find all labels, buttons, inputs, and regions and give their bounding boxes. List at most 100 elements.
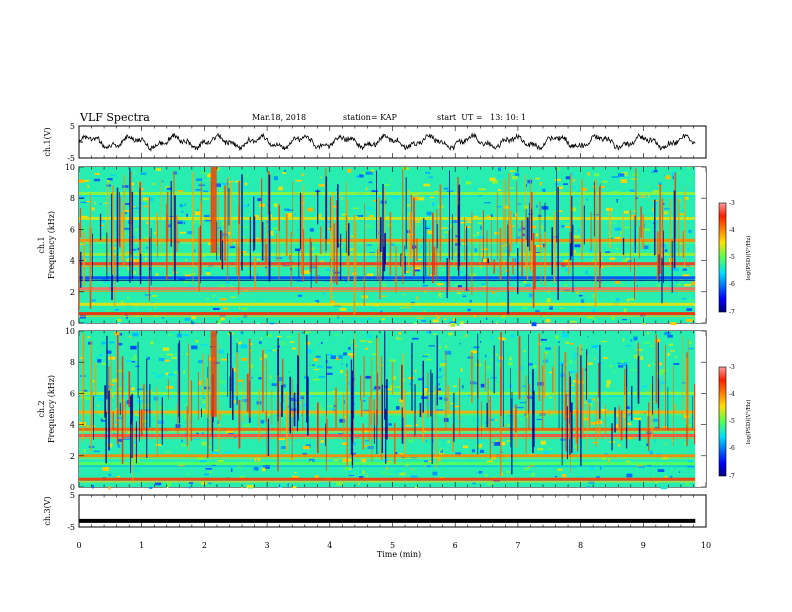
spectrogram-cell: [145, 256, 147, 261]
spectrogram-cell: [258, 377, 262, 380]
spectrogram-impulse: [190, 380, 193, 441]
spectrogram-cell: [635, 197, 638, 199]
spectrogram-impulse: [200, 203, 202, 244]
spectrogram-cell: [188, 285, 194, 290]
spectrogram-cell: [365, 440, 369, 442]
spectrogram-empty-region: [695, 167, 706, 323]
spectrogram-cell: [623, 210, 629, 214]
spectrogram-cell: [649, 450, 653, 455]
spectrogram-cell: [558, 341, 560, 343]
spectrogram-cell: [506, 440, 511, 443]
spectrogram-impulse: [640, 206, 642, 238]
spectrogram-cell: [596, 476, 600, 480]
spectrogram-cell: [605, 251, 611, 254]
spectrogram-cell: [569, 343, 574, 345]
spectrogram-impulse: [276, 233, 277, 262]
spectrogram-cell: [219, 380, 226, 384]
spectrogram-cell: [130, 345, 137, 350]
spectrogram-cell: [367, 446, 374, 450]
spectrogram-cell: [147, 356, 150, 360]
spectrogram-cell: [215, 167, 220, 171]
spectrogram-impulse: [499, 228, 502, 280]
spectrogram-cell: [647, 391, 649, 393]
spectrogram-cell: [482, 258, 490, 262]
spectrogram-impulse: [614, 407, 616, 433]
spectrogram-cell: [625, 257, 630, 262]
spectrogram-cell: [401, 457, 405, 459]
spectrogram-cell: [102, 364, 108, 367]
spectrogram-cell: [489, 335, 494, 339]
spectrogram-impulse: [246, 373, 249, 412]
spectrogram-impulse: [571, 195, 573, 256]
spectrogram-cell: [421, 320, 427, 322]
spectrogram-cell: [556, 186, 563, 190]
spectrogram-cell: [576, 413, 581, 415]
spectrogram-impulse: [479, 242, 481, 264]
spectrogram-cell: [453, 317, 456, 322]
spectrogram-cell: [648, 223, 650, 225]
spectrogram-cell: [409, 383, 412, 386]
cb1-tick: -6: [729, 281, 735, 288]
spectrogram-impulse: [531, 208, 533, 251]
spectrogram-cell: [626, 406, 630, 409]
spectrogram-band: [79, 256, 696, 258]
spectrogram-cell: [92, 412, 99, 416]
ch1-waveform-ylabel: ch.1(V): [43, 127, 52, 156]
spectrogram-impulse: [493, 259, 496, 274]
spectrogram-cell: [575, 169, 578, 174]
spectrogram-cell: [489, 469, 491, 472]
spectrogram-cell: [177, 333, 182, 338]
spectrogram-impulse: [266, 359, 267, 406]
spectrogram-cell: [273, 203, 278, 207]
spectrogram-cell: [127, 407, 129, 410]
spectrogram-cell: [670, 350, 675, 352]
spectrogram-cell: [570, 320, 577, 323]
spectrogram-impulse: [149, 237, 151, 279]
spectrogram-cell: [343, 352, 347, 356]
spectrogram-cell: [207, 173, 214, 178]
spectrogram-impulse: [230, 332, 232, 391]
y-tick-label: 6: [70, 225, 75, 234]
spectrogram-cell: [310, 206, 313, 209]
spectrogram-cell: [236, 350, 240, 354]
spectrogram-cell: [148, 197, 154, 202]
spectrogram-cell: [392, 195, 399, 199]
spectrogram-impulse: [439, 184, 442, 262]
spectrogram-cell: [594, 173, 600, 177]
spectrogram-impulse: [287, 406, 289, 429]
spectrogram-cell: [684, 283, 691, 287]
spectrogram-impulse: [486, 230, 488, 314]
spectrogram-impulse: [431, 373, 433, 464]
spectrogram-cell: [573, 235, 580, 239]
spectrogram-cell: [587, 315, 594, 319]
ch1-frequency-ylabel: Frequency (kHz): [47, 211, 56, 279]
spectrogram-impulse: [404, 389, 406, 460]
spectrogram-cell: [626, 440, 632, 442]
spectrogram-cell: [235, 225, 240, 228]
spectrogram-impulse: [156, 386, 158, 437]
spectrogram-impulse: [346, 199, 348, 265]
spectrogram-cell: [422, 355, 428, 357]
spectrogram-impulse: [277, 375, 279, 472]
spectrogram-cell: [408, 439, 414, 443]
spectrogram-cell: [308, 366, 315, 368]
spectrogram-cell: [472, 234, 478, 237]
spectrogram-cell: [536, 418, 543, 421]
spectrogram-cell: [654, 440, 656, 443]
spectrogram-cell: [372, 199, 377, 202]
spectrogram-impulse: [351, 377, 353, 436]
spectrogram-cell: [686, 308, 692, 311]
spectrogram-impulse: [299, 192, 302, 250]
spectrogram-cell: [515, 212, 518, 217]
spectrogram-impulse: [123, 175, 125, 222]
spectrogram-cell: [560, 438, 566, 441]
spectrogram-cell: [301, 173, 304, 176]
spectrogram-impulse: [486, 402, 488, 428]
spectrogram-cell: [244, 289, 248, 292]
spectrogram-impulse: [238, 206, 240, 276]
spectrogram-impulse: [238, 247, 240, 295]
spectrogram-cell: [442, 236, 444, 238]
spectrogram-impulse: [618, 405, 620, 428]
spectrogram-cell: [498, 188, 501, 191]
spectrogram-cell: [227, 188, 230, 192]
